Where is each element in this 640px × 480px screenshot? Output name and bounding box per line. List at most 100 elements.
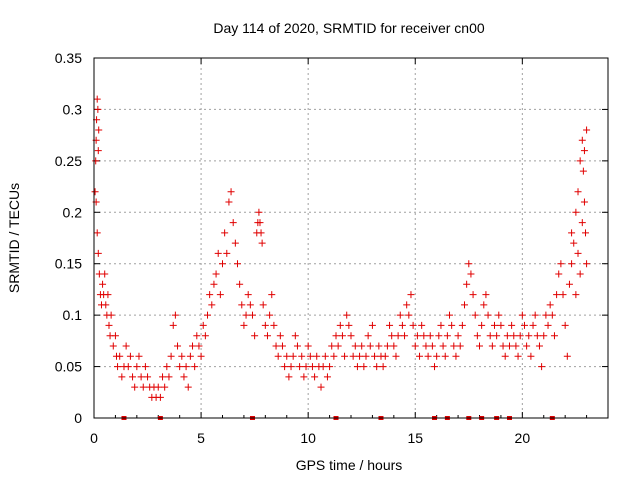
- data-point: [469, 291, 477, 299]
- data-point: [454, 332, 462, 340]
- data-point: [293, 342, 301, 350]
- y-tick-label: 0.25: [55, 153, 82, 169]
- data-point: [375, 342, 383, 350]
- data-point: [379, 363, 387, 371]
- data-point: [394, 332, 402, 340]
- data-point: [93, 229, 101, 237]
- data-point: [206, 291, 214, 299]
- data-point: [163, 363, 171, 371]
- data-point: [114, 363, 122, 371]
- data-point: [392, 352, 400, 360]
- data-point: [204, 311, 212, 319]
- data-point: [467, 270, 475, 278]
- data-point: [105, 321, 113, 329]
- y-tick-label: 0.1: [63, 307, 83, 323]
- data-point: [461, 301, 469, 309]
- data-point: [582, 229, 590, 237]
- data-point: [99, 280, 107, 288]
- data-point: [508, 321, 516, 329]
- data-point: [358, 342, 366, 350]
- data-point: [229, 219, 237, 227]
- data-point: [465, 260, 473, 268]
- data-point: [478, 321, 486, 329]
- data-point: [349, 352, 357, 360]
- data-point: [124, 363, 132, 371]
- data-point: [535, 342, 543, 350]
- data-point: [139, 383, 147, 391]
- data-point: [107, 311, 115, 319]
- data-point: [561, 321, 569, 329]
- data-point: [281, 363, 289, 371]
- x-tick-label: 15: [407, 430, 423, 446]
- data-point: [270, 321, 278, 329]
- y-tick-label: 0.35: [55, 50, 82, 66]
- data-point: [261, 321, 269, 329]
- data-point: [520, 321, 528, 329]
- data-point: [529, 321, 537, 329]
- x-tick-label: 20: [515, 430, 531, 446]
- data-point: [548, 311, 556, 319]
- data-point: [559, 291, 567, 299]
- data-point: [544, 321, 552, 329]
- data-point: [257, 229, 265, 237]
- data-point: [321, 352, 329, 360]
- data-point: [583, 126, 591, 134]
- data-point: [287, 363, 295, 371]
- data-point: [546, 301, 554, 309]
- data-point: [118, 373, 126, 381]
- data-point: [341, 352, 349, 360]
- data-point: [580, 198, 588, 206]
- data-point: [182, 363, 190, 371]
- data-point: [259, 301, 267, 309]
- data-point: [540, 332, 548, 340]
- data-point: [323, 373, 331, 381]
- data-point: [497, 321, 505, 329]
- y-tick-label: 0.15: [55, 256, 82, 272]
- data-point: [326, 363, 334, 371]
- data-point: [568, 260, 576, 268]
- data-point: [94, 249, 102, 257]
- data-point: [576, 157, 584, 165]
- data-point: [216, 291, 224, 299]
- data-point: [319, 363, 327, 371]
- data-point: [570, 239, 578, 247]
- data-point: [122, 342, 130, 350]
- data-point: [334, 342, 342, 350]
- x-tick-label: 0: [90, 430, 98, 446]
- y-tick-label: 0.3: [63, 101, 83, 117]
- data-point: [126, 352, 134, 360]
- data-point: [490, 321, 498, 329]
- data-point: [233, 260, 241, 268]
- data-point: [178, 352, 186, 360]
- data-point: [501, 352, 509, 360]
- data-point: [373, 363, 381, 371]
- data-point: [388, 332, 396, 340]
- x-tick-label: 5: [197, 430, 205, 446]
- data-point: [578, 219, 586, 227]
- data-point: [238, 301, 246, 309]
- data-point: [574, 249, 582, 257]
- data-point: [531, 311, 539, 319]
- data-point: [550, 332, 558, 340]
- data-point: [409, 321, 417, 329]
- data-point: [219, 260, 226, 268]
- data-point: [255, 208, 263, 216]
- data-point: [131, 383, 139, 391]
- data-point: [300, 373, 308, 381]
- plot-frame: [93, 57, 609, 419]
- data-point: [304, 342, 312, 350]
- data-point: [463, 280, 471, 288]
- data-point: [471, 311, 479, 319]
- data-point: [313, 352, 321, 360]
- data-point: [231, 239, 239, 247]
- data-point: [210, 280, 218, 288]
- data-point: [583, 260, 591, 268]
- data-point: [441, 352, 449, 360]
- data-point: [212, 270, 220, 278]
- data-point: [167, 352, 175, 360]
- data-point: [422, 342, 430, 350]
- data-point: [129, 373, 137, 381]
- data-point: [92, 157, 100, 165]
- data-point: [503, 332, 511, 340]
- data-point: [426, 332, 434, 340]
